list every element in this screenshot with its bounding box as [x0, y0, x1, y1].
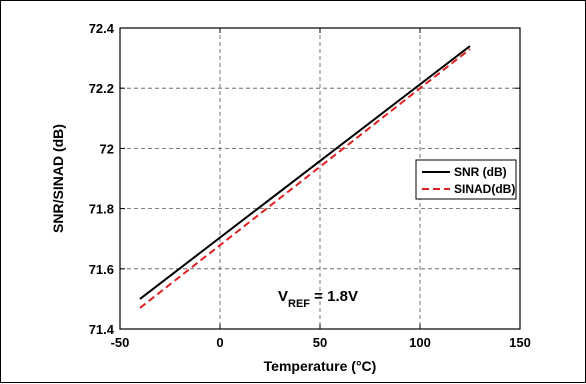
- x-tick-label: 50: [313, 335, 327, 350]
- x-tick-label: 100: [409, 335, 431, 350]
- x-tick-label: 150: [509, 335, 531, 350]
- legend-label: SNR (dB): [454, 165, 507, 179]
- legend-box: [415, 159, 517, 200]
- ticks-layer: -50 0 50 100 150 71.4 71.6 71.8 72 72.2 72.4: [89, 21, 531, 350]
- y-tick-label: 72.4: [89, 21, 115, 36]
- annotation-main: V: [278, 288, 288, 305]
- x-axis-label: Temperature (°C): [264, 358, 377, 374]
- y-tick-label: 72.2: [89, 81, 114, 96]
- series-layer: [139, 45, 471, 309]
- vref-annotation: VREF = 1.8V: [278, 288, 358, 310]
- annotation-value: = 1.8V: [310, 288, 358, 305]
- y-tick-label: 71.6: [89, 262, 114, 277]
- y-tick-label: 72: [100, 141, 114, 156]
- x-tick-label: 0: [216, 335, 223, 350]
- legend: SNR (dB) SINAD(dB): [415, 159, 517, 200]
- y-tick-label: 71.4: [89, 322, 115, 337]
- series-line-sinad-db: [139, 48, 471, 309]
- x-tick-label: -50: [111, 335, 130, 350]
- y-tick-label: 71.8: [89, 202, 114, 217]
- annotation-subscript: REF: [288, 298, 310, 310]
- y-axis-label: SNR/SINAD (dB): [50, 124, 66, 233]
- legend-label: SINAD(dB): [454, 182, 515, 196]
- series-line-snr-db: [139, 45, 471, 300]
